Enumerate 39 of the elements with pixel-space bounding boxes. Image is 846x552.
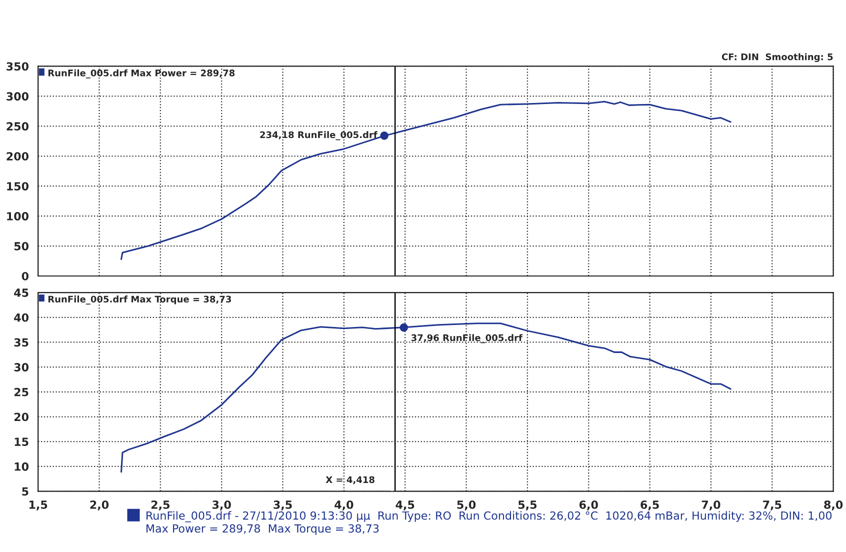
y-tick-label: 50 <box>14 242 29 250</box>
x-tick-label: 6,5 <box>640 500 659 510</box>
x-tick-label: 4,0 <box>334 500 354 510</box>
annotation: 37,96 RunFile_005.drf <box>411 334 523 344</box>
y-tick-label: 300 <box>6 92 29 101</box>
y-tick-label: 10 <box>14 462 29 471</box>
y-tick-label: 250 <box>6 122 29 131</box>
x-tick-label: 2,5 <box>151 500 170 510</box>
y-tick-label: 5 <box>22 487 28 496</box>
annotation: RunFile_005.drf Max Power = 289,78 <box>48 69 235 78</box>
x-tick-label: 3,0 <box>212 500 231 510</box>
y-tick-label: 200 <box>6 152 29 161</box>
x-tick-label: 8,0 <box>824 500 843 510</box>
annotation: 234,18 RunFile_005.drf <box>260 131 378 140</box>
y-tick-label: 0 <box>22 272 29 280</box>
y-tick-label: 40 <box>14 313 29 322</box>
text: CF: DIN Smoothing: 5 <box>722 53 833 62</box>
y-tick-label: 15 <box>14 438 28 446</box>
y-tick-label: 45 <box>14 288 28 297</box>
y-tick-label: 100 <box>7 212 29 220</box>
x-tick-label: 2,0 <box>90 500 109 510</box>
annotation: RunFile_005.drf Max Torque = 38,73 <box>48 296 232 305</box>
y-tick-label: 35 <box>14 338 28 347</box>
x-tick-label: 5,5 <box>518 500 537 510</box>
x-tick-label: 5,0 <box>457 500 476 510</box>
x-tick-label: 6,0 <box>579 500 598 510</box>
y-tick-label: 25 <box>14 388 28 396</box>
y-tick-label: 20 <box>14 412 29 422</box>
x-tick-label: 1,5 <box>29 500 48 510</box>
y-tick-label: 350 <box>6 62 29 71</box>
x-tick-label: 3,5 <box>274 500 292 510</box>
x-tick-label: 4,5 <box>396 500 414 510</box>
y-tick-label: 150 <box>7 182 29 190</box>
x-tick-label: 7,0 <box>702 500 720 510</box>
x-tick-label: 7,5 <box>763 500 782 510</box>
text: Max Power = 289,78 Max Torque = 38,73 <box>146 524 379 535</box>
text: RunFile_005.drf - 27/11/2010 9:13:30 μμ Run Type: RO Run Conditions: 26,02 °C 1020,64 mBar, Humidity: 32%, DIN: 1,00 <box>146 511 832 522</box>
ref-line-label: X = 4,418 <box>326 476 374 484</box>
y-tick-label: 30 <box>14 363 29 372</box>
